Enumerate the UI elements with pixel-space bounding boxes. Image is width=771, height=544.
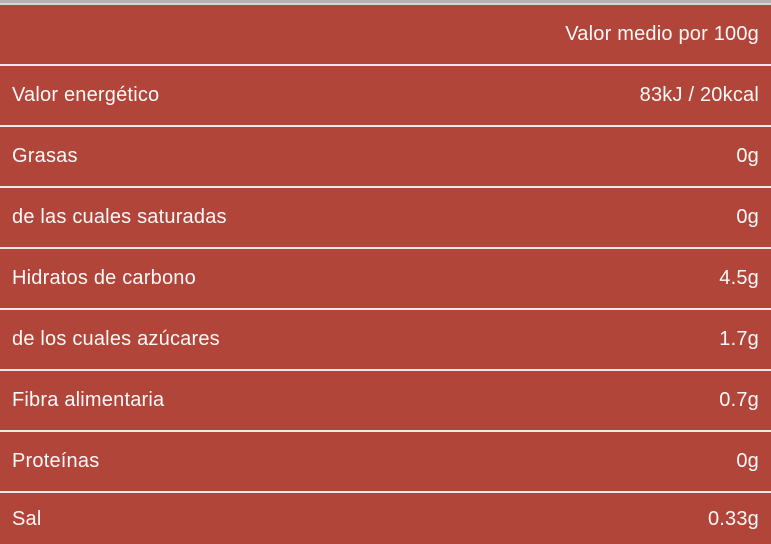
nutrition-table: Valor medio por 100g Valor energético 83… bbox=[0, 5, 771, 544]
top-border-strip-highlight bbox=[0, 3, 771, 5]
row-divider bbox=[0, 430, 771, 432]
row-divider bbox=[0, 247, 771, 249]
row-value: 83kJ / 20kcal bbox=[639, 84, 759, 106]
row-divider bbox=[0, 125, 771, 127]
row-label: Sal bbox=[12, 507, 42, 530]
row-value: 1.7g bbox=[719, 328, 759, 350]
table-header-row: Valor medio por 100g bbox=[0, 5, 771, 64]
row-value: 0.33g bbox=[707, 507, 759, 530]
row-value: 4.5g bbox=[719, 267, 759, 289]
table-row-energy: Valor energético 83kJ / 20kcal bbox=[0, 66, 771, 125]
table-row-fat: Grasas 0g bbox=[0, 127, 771, 186]
row-label: Proteínas bbox=[12, 450, 100, 472]
table-row-saturated-fat: de las cuales saturadas 0g bbox=[0, 188, 771, 247]
row-divider bbox=[0, 308, 771, 310]
row-label: Fibra alimentaria bbox=[12, 389, 165, 411]
table-row-carbohydrates: Hidratos de carbono 4.5g bbox=[0, 249, 771, 308]
top-border-strip bbox=[0, 0, 771, 3]
table-row-salt: Sal 0.33g bbox=[0, 493, 771, 544]
row-value: 0g bbox=[736, 145, 759, 167]
row-label: de los cuales azúcares bbox=[12, 328, 220, 350]
row-divider bbox=[0, 64, 771, 66]
row-value: 0.7g bbox=[719, 389, 759, 411]
table-row-protein: Proteínas 0g bbox=[0, 432, 771, 491]
row-label: de las cuales saturadas bbox=[12, 206, 227, 228]
row-value: 0g bbox=[736, 450, 759, 472]
row-label: Hidratos de carbono bbox=[12, 267, 196, 289]
row-divider bbox=[0, 491, 771, 493]
row-value: 0g bbox=[736, 206, 759, 228]
table-row-sugars: de los cuales azúcares 1.7g bbox=[0, 310, 771, 369]
row-divider bbox=[0, 369, 771, 371]
table-row-fiber: Fibra alimentaria 0.7g bbox=[0, 371, 771, 430]
row-label: Valor energético bbox=[12, 84, 160, 106]
row-divider bbox=[0, 186, 771, 188]
header-value: Valor medio por 100g bbox=[565, 23, 759, 45]
row-label: Grasas bbox=[12, 145, 78, 167]
